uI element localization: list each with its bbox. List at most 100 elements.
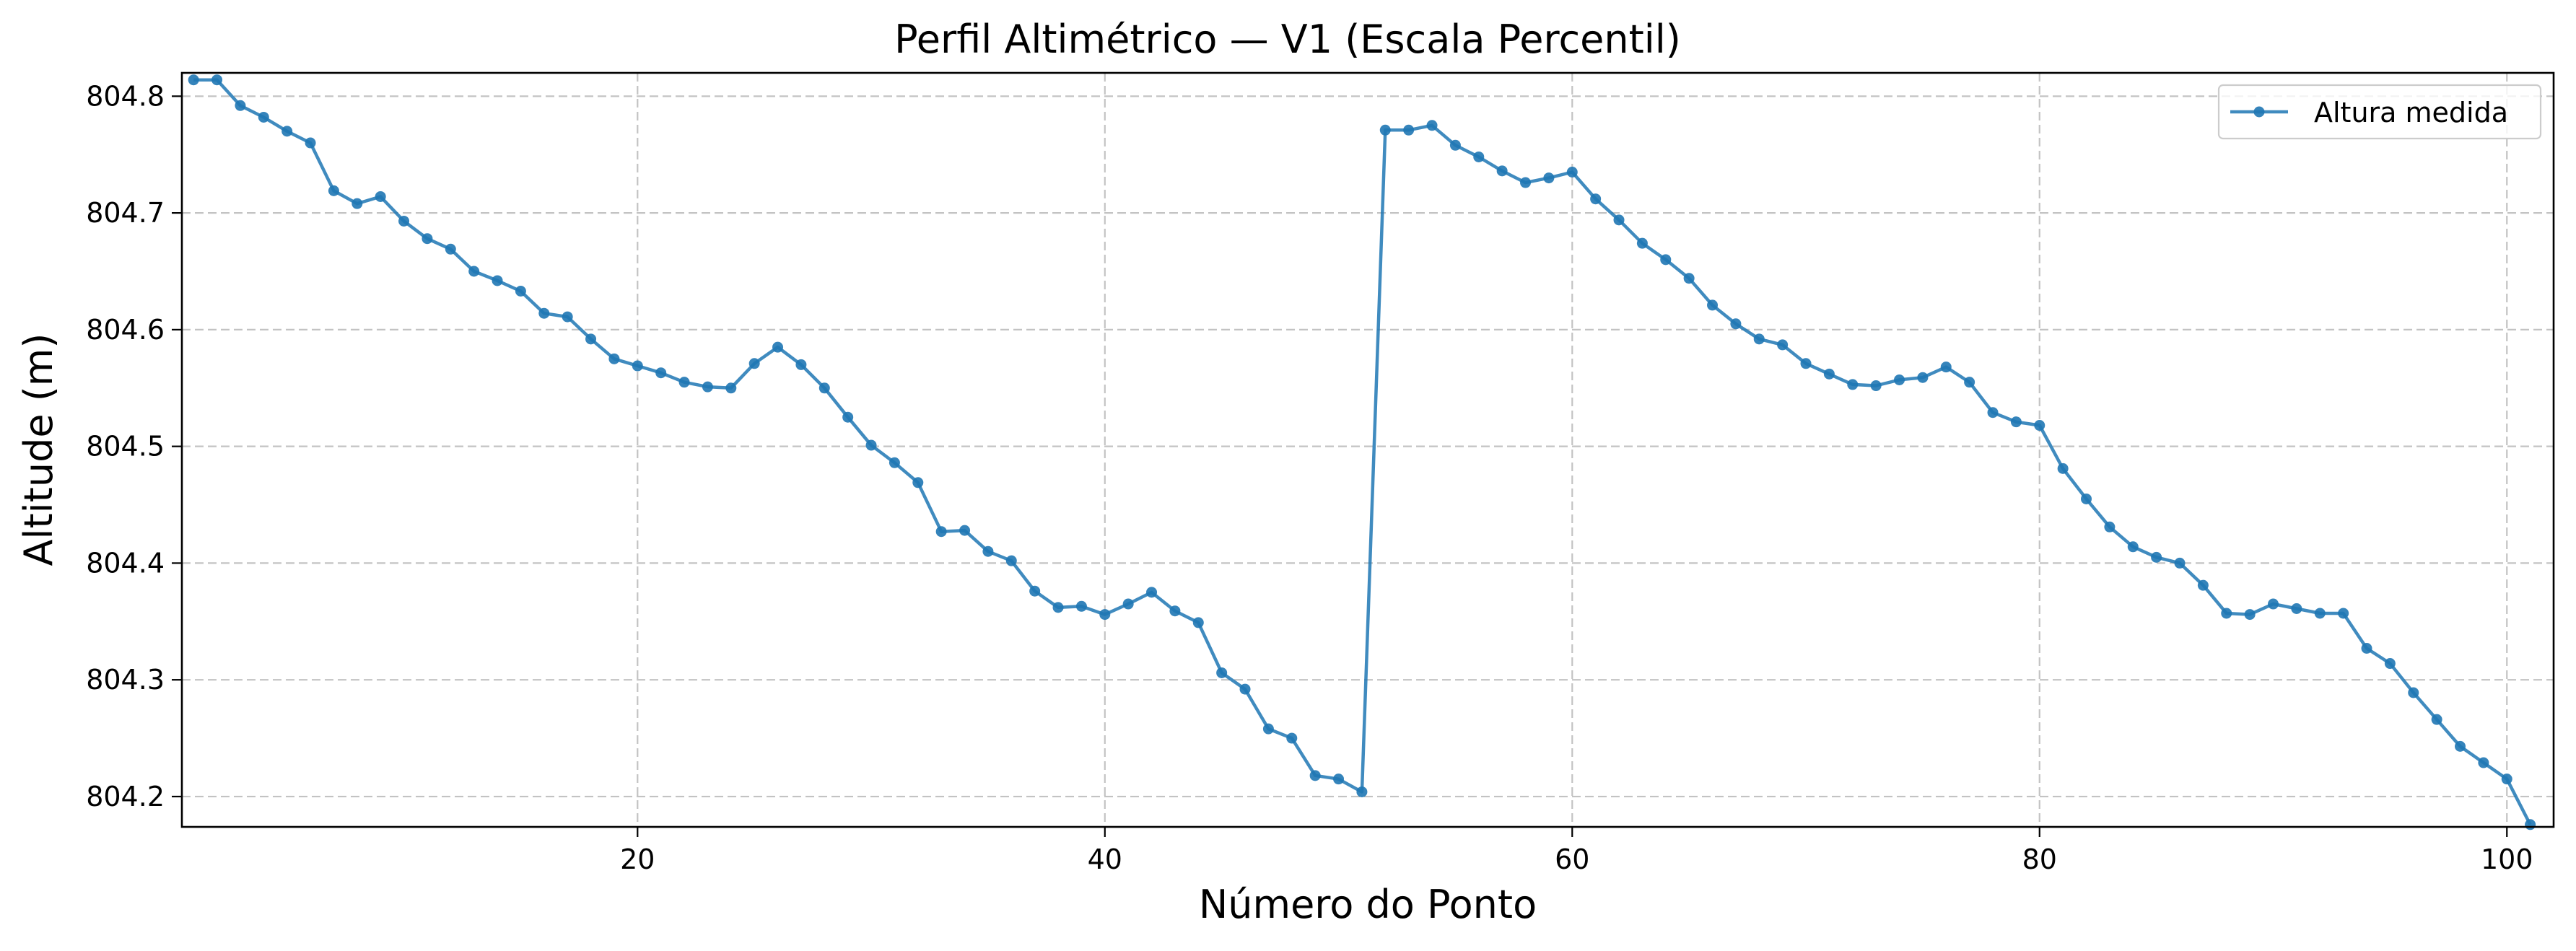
data-point [2151,551,2162,563]
data-point [1777,339,1789,351]
data-point [2197,579,2209,591]
data-point [1449,139,1461,151]
data-point [1847,379,1859,390]
data-point [1870,380,1882,392]
data-point [1309,770,1321,781]
data-point [912,477,924,488]
data-point [538,307,550,319]
data-point [1894,374,1905,385]
data-point [375,190,386,202]
data-point [1496,165,1508,177]
data-point [1823,368,1835,380]
y-axis: 804.2 804.3 804.4 804.5 804.6 804.7 804.8 [86,80,182,812]
data-point [422,233,433,245]
y-axis-label: Altitude (m) [16,333,61,566]
data-point [2338,608,2349,619]
data-point [1683,273,1695,284]
data-point [515,286,526,297]
x-tick-label: 40 [1088,843,1122,875]
data-point [1333,773,1345,785]
x-tick-label: 80 [2022,843,2057,875]
data-point [2314,608,2326,619]
data-point [235,100,246,111]
data-point [2291,603,2302,614]
data-point [1379,124,1391,136]
data-point [1146,587,1158,598]
data-point [352,198,363,209]
data-point [1052,602,1064,613]
data-point [328,185,339,196]
data-point [1403,124,1415,136]
data-point [1987,407,1999,418]
legend-marker-swatch [2253,106,2265,118]
data-point [1964,377,1975,388]
data-point [1566,167,1578,178]
y-tick-label: 804.4 [86,547,165,579]
data-point [1473,151,1485,162]
data-point [305,137,316,149]
data-point [492,275,503,286]
data-point [1075,600,1087,612]
data-point [1216,667,1228,678]
y-tick-label: 804.5 [86,431,165,463]
data-point [655,367,667,379]
data-point [632,360,643,372]
data-point [2221,608,2232,619]
data-point [2501,773,2512,785]
data-point [1356,786,1368,797]
data-point [1707,299,1719,311]
y-tick-label: 804.3 [86,664,165,696]
data-point [842,411,854,423]
data-point [1940,361,1952,373]
data-point [1122,598,1134,610]
y-tick-label: 804.7 [86,197,165,229]
data-point [1753,333,1765,345]
data-point [935,526,947,538]
data-point [1239,683,1251,695]
data-point [1800,358,1812,369]
data-point [2384,658,2396,670]
data-point [725,382,737,394]
data-point [2057,463,2069,474]
data-point [258,111,269,123]
data-point [2081,493,2092,504]
data-point [1543,172,1555,184]
data-point [1520,177,1532,188]
data-point [608,353,620,364]
data-point [1099,609,1111,621]
data-point [1005,555,1017,566]
data-point [1286,732,1298,744]
data-point [2478,757,2489,768]
data-point [1917,372,1929,383]
data-point [888,457,900,468]
data-point [795,359,807,370]
data-point [2431,714,2442,725]
data-point [1192,617,1204,628]
data-point [281,126,293,137]
data-point [2455,740,2466,752]
legend-entry-altura-medida: Altura medida [2314,97,2508,128]
x-axis: 20 40 60 80 100 [620,827,2533,875]
data-point [2408,687,2419,698]
data-point [1262,723,1274,735]
legend-box [2217,84,2542,140]
data-point [982,545,994,557]
data-point [1029,585,1041,597]
series-line-altura-medida [193,78,2532,825]
chart-title: Perfil Altimétrico — V1 (Escala Percenti… [894,17,1681,62]
x-tick-label: 60 [1555,843,1589,875]
data-point [678,377,690,388]
data-point [2127,541,2139,553]
data-point [211,74,223,86]
data-point [2268,598,2279,610]
x-tick-label: 100 [2481,843,2533,875]
data-point [818,382,830,394]
data-point [2174,557,2186,569]
data-point [865,439,877,451]
data-point [702,381,713,393]
data-point [562,311,573,323]
plot-frame [180,71,2555,828]
data-point [1730,318,1742,330]
data-point [2361,643,2372,654]
